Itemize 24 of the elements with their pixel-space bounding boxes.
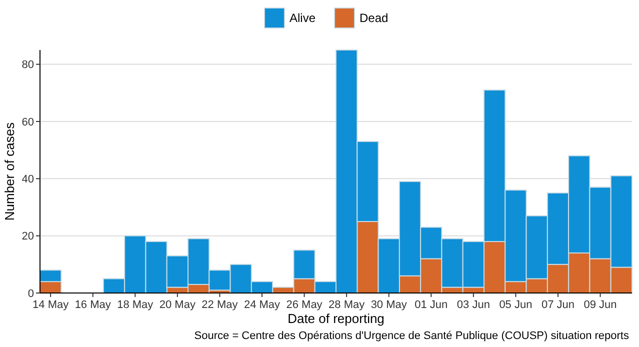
x-tick-label: 14 May — [32, 299, 70, 311]
y-axis-title: Number of cases — [2, 122, 17, 221]
y-tick-label: 20 — [22, 230, 34, 243]
x-tick-label: 07 Jun — [541, 299, 575, 311]
x-tick-label: 09 Jun — [584, 299, 617, 311]
x-tick-label: 03 Jun — [456, 299, 490, 311]
x-tick-label: 24 May — [244, 299, 281, 311]
source-note: Source = Centre des Opérations d'Urgence de Santé Publique (COUSP) situation reports — [194, 330, 630, 342]
y-tick-label: 40 — [22, 173, 34, 186]
y-tick-label: 0 — [28, 288, 34, 300]
x-tick-label: 01 Jun — [414, 299, 448, 311]
legend-label: Dead — [360, 11, 388, 26]
legend-label: Alive — [290, 11, 316, 26]
x-tick-label: 20 May — [159, 299, 196, 311]
x-tick-label: 28 May — [328, 299, 366, 311]
x-tick-label: 22 May — [202, 299, 238, 311]
x-tick-label: 05 Jun — [499, 299, 532, 311]
y-tick-label: 60 — [22, 116, 34, 128]
y-tick-label: 80 — [22, 59, 34, 72]
x-tick-label: 16 May — [74, 299, 112, 311]
x-tick-label: 26 May — [286, 299, 323, 311]
x-tick-label: 30 May — [370, 299, 408, 311]
x-axis-title: Date of reporting — [288, 311, 384, 326]
x-tick-label: 18 May — [117, 299, 154, 311]
